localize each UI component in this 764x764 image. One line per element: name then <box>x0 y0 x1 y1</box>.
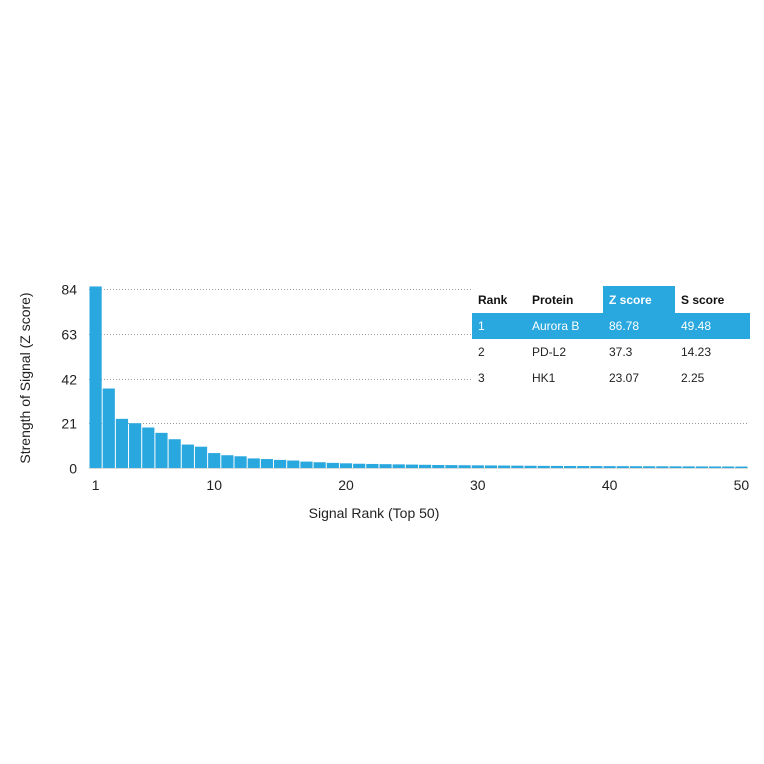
bar <box>669 466 682 468</box>
bar <box>115 418 129 468</box>
bar <box>208 453 221 468</box>
cell-s-score: 2.25 <box>681 371 705 385</box>
bar <box>260 459 274 468</box>
y-tick-label: 21 <box>61 416 77 432</box>
y-tick-label: 42 <box>61 372 77 388</box>
x-tick-label: 1 <box>92 477 100 493</box>
bars <box>89 286 748 468</box>
bar <box>419 464 432 468</box>
table-row: 3 HK1 23.07 2.25 <box>472 365 750 391</box>
cell-z-score: 37.3 <box>609 345 633 359</box>
x-tick-label: 20 <box>338 477 354 493</box>
table-row: 1 Aurora B 86.78 49.48 <box>472 313 750 339</box>
header-rank: Rank <box>478 292 508 307</box>
bar <box>484 465 498 468</box>
bar <box>616 466 629 468</box>
bar <box>392 464 405 468</box>
cell-rank: 1 <box>472 313 526 339</box>
bar <box>339 463 353 468</box>
bar <box>458 465 471 468</box>
cell-s-score: 49.48 <box>675 313 750 339</box>
header-protein: Protein <box>532 292 574 307</box>
bar <box>537 465 550 468</box>
bar <box>656 466 669 468</box>
bar <box>247 458 260 468</box>
bar <box>234 456 247 468</box>
y-tick-label: 63 <box>61 327 77 343</box>
header-z-score: Z score <box>603 286 675 313</box>
cell-protein: PD-L2 <box>532 345 567 359</box>
y-tick-label: 0 <box>69 461 77 477</box>
bar <box>550 465 563 468</box>
bar <box>590 466 603 468</box>
bar <box>194 446 208 468</box>
bar <box>735 466 748 468</box>
bar <box>432 465 445 468</box>
x-tick-label: 30 <box>470 477 486 493</box>
cell-protein: HK1 <box>532 371 556 385</box>
bar <box>142 427 155 468</box>
bar <box>682 466 695 468</box>
x-tick-labels: 1 10 20 30 40 50 <box>92 477 750 493</box>
bar <box>498 465 511 468</box>
bar <box>524 465 537 468</box>
bar <box>326 462 339 468</box>
table-header-row: Rank Protein Z score S score <box>472 286 750 313</box>
bar <box>168 439 181 468</box>
cell-rank: 2 <box>478 345 485 359</box>
bar <box>405 464 418 468</box>
x-tick-label: 40 <box>602 477 618 493</box>
y-tick-labels: 0 21 42 63 84 <box>61 282 77 477</box>
bar <box>221 455 234 468</box>
bar <box>603 466 616 468</box>
bar <box>643 466 656 468</box>
bar <box>708 466 722 468</box>
x-tick-label: 10 <box>206 477 222 493</box>
rank-table: Rank Protein Z score S score 1 Aurora B … <box>472 286 750 391</box>
bar <box>300 461 313 468</box>
bar <box>89 286 102 468</box>
bar <box>471 465 484 468</box>
bar <box>129 423 142 468</box>
y-axis-title: Strength of Signal (Z score) <box>17 292 33 463</box>
cell-z-score: 23.07 <box>609 371 640 385</box>
y-tick-label: 84 <box>61 282 77 298</box>
bar <box>313 462 326 468</box>
bar <box>629 466 643 468</box>
header-s-score: S score <box>681 292 725 307</box>
bar <box>366 463 379 468</box>
bar <box>274 459 287 468</box>
bar <box>287 460 300 468</box>
table-row: 2 PD-L2 37.3 14.23 <box>472 339 750 365</box>
bar <box>102 388 115 468</box>
bar <box>511 465 524 468</box>
cell-protein: Aurora B <box>526 313 603 339</box>
bar <box>695 466 708 468</box>
bar <box>563 465 577 468</box>
x-axis-title: Signal Rank (Top 50) <box>309 505 440 521</box>
bar <box>722 466 735 468</box>
x-tick-label: 50 <box>734 477 750 493</box>
bar <box>353 463 366 468</box>
bar <box>577 466 590 468</box>
bar <box>445 465 458 468</box>
cell-s-score: 14.23 <box>681 345 712 359</box>
bar <box>379 464 392 468</box>
cell-rank: 3 <box>478 371 485 385</box>
cell-z-score: 86.78 <box>603 313 675 339</box>
bar <box>181 444 194 468</box>
bar <box>155 432 168 468</box>
